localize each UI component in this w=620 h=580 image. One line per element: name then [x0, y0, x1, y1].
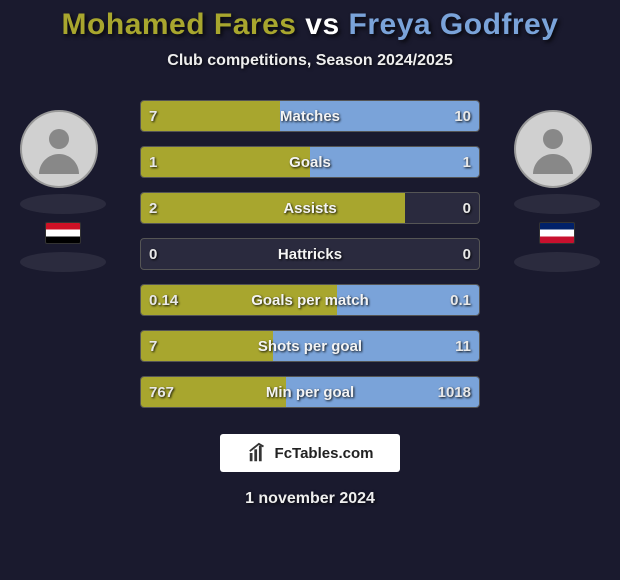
stat-bar-fill-right	[310, 147, 479, 177]
stat-bar-fill-right	[273, 331, 479, 361]
stat-bar-fill-left	[141, 147, 310, 177]
brand-text: FcTables.com	[275, 445, 374, 462]
person-icon	[523, 119, 583, 179]
stat-bar-fill-left	[141, 193, 405, 223]
stat-bar-fill-right	[280, 101, 479, 131]
player-right-flag	[539, 222, 575, 244]
player-right-avatar	[514, 110, 592, 188]
stat-bar: 711Shots per goal	[140, 330, 480, 362]
stat-bar: 11Goals	[140, 146, 480, 178]
stat-bar-fill-left	[141, 377, 286, 407]
stat-right-value: 0	[463, 239, 471, 269]
chart-icon	[247, 442, 269, 464]
stat-bar: 710Matches	[140, 100, 480, 132]
subtitle: Club competitions, Season 2024/2025	[167, 52, 452, 70]
stats-bars: 710Matches11Goals20Assists00Hattricks0.1…	[140, 100, 480, 408]
brand-badge[interactable]: FcTables.com	[220, 434, 400, 472]
stat-bar-fill-left	[141, 101, 280, 131]
avatar-shadow	[20, 194, 106, 214]
stat-bar: 0.140.1Goals per match	[140, 284, 480, 316]
stat-right-value: 0	[463, 193, 471, 223]
stat-bar: 20Assists	[140, 192, 480, 224]
stat-bar-fill-left	[141, 331, 273, 361]
avatar-shadow	[514, 252, 600, 272]
player-left-flag	[45, 222, 81, 244]
player-left-avatar	[20, 110, 98, 188]
person-icon	[29, 119, 89, 179]
stat-label: Hattricks	[141, 239, 479, 269]
avatar-shadow	[20, 252, 106, 272]
stat-bar-fill-right	[337, 285, 479, 315]
stat-bar-fill-right	[286, 377, 479, 407]
stat-bar: 0 0Hattricks	[140, 238, 480, 270]
player-left-block	[20, 110, 106, 280]
stat-bar: 7671018Min per goal	[140, 376, 480, 408]
player-left-name: Mohamed Fares	[62, 8, 297, 41]
player-right-block	[514, 110, 600, 280]
comparison-title: Mohamed Fares vs Freya Godfrey	[62, 8, 559, 42]
stat-bar-fill-left	[141, 285, 337, 315]
stat-left-value: 0	[149, 239, 157, 269]
vs-label: vs	[305, 8, 339, 41]
date-label: 1 november 2024	[245, 490, 375, 508]
avatar-shadow	[514, 194, 600, 214]
player-right-name: Freya Godfrey	[349, 8, 559, 41]
